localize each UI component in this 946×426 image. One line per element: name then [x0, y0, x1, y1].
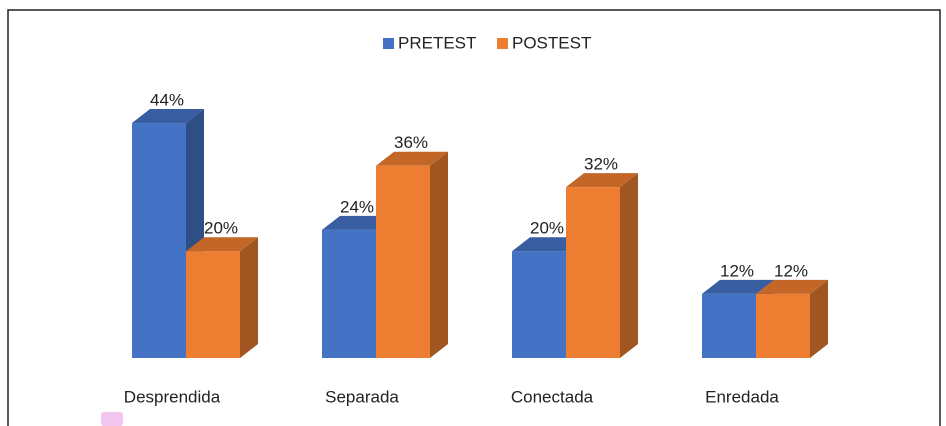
data-label: 36%	[394, 133, 428, 152]
bar-top	[702, 279, 774, 294]
data-label: 12%	[774, 261, 808, 280]
page-icon	[101, 412, 123, 426]
bar	[756, 293, 810, 358]
bar-side	[430, 151, 448, 358]
bar	[322, 229, 376, 358]
bar	[186, 251, 240, 358]
data-label: 24%	[340, 197, 374, 216]
legend-swatch	[383, 38, 394, 49]
bar	[132, 123, 186, 358]
x-tick-label: Separada	[325, 387, 399, 406]
data-label: 12%	[720, 261, 754, 280]
bar-top	[566, 173, 638, 188]
bar-side	[240, 237, 258, 358]
bar	[702, 293, 756, 358]
data-label: 44%	[150, 91, 184, 110]
bar-top	[756, 279, 828, 294]
x-tick-label: Enredada	[705, 387, 779, 406]
bar	[566, 187, 620, 358]
bar-side	[620, 173, 638, 358]
x-tick-label: Conectada	[511, 387, 594, 406]
bar-side	[810, 279, 828, 358]
data-label: 32%	[584, 155, 618, 174]
data-label: 20%	[204, 219, 238, 238]
bar-top	[186, 237, 258, 252]
bar-top	[132, 109, 204, 124]
legend-swatch	[497, 38, 508, 49]
data-label: 20%	[530, 219, 564, 238]
chart-frame	[7, 9, 941, 426]
bar-top	[376, 151, 448, 166]
bar	[376, 165, 430, 358]
legend-label: PRETEST	[398, 33, 476, 52]
legend-label: POSTEST	[512, 33, 591, 52]
x-tick-label: Desprendida	[124, 387, 221, 406]
bar	[512, 251, 566, 358]
